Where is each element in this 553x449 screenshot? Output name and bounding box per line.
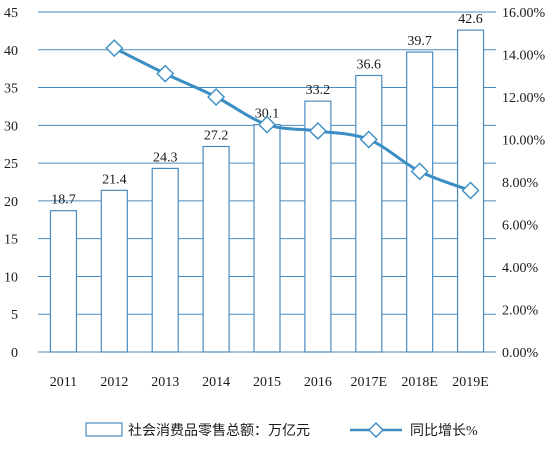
growth-line-series <box>105 39 480 200</box>
bar-data-label: 24.3 <box>153 150 178 165</box>
y-left-tick-label: 30 <box>4 119 18 134</box>
bar-data-label: 21.4 <box>102 172 127 187</box>
y-left-tick-label: 5 <box>11 308 18 323</box>
x-tick-label: 2018E <box>401 375 438 390</box>
y-left-tick-label: 35 <box>4 82 18 97</box>
y-left-tick-label: 0 <box>11 346 18 361</box>
y-right-tick-label: 12.00% <box>502 91 546 106</box>
growth-point-marker <box>410 162 429 181</box>
bar-data-label: 27.2 <box>204 128 229 143</box>
y-right-tick-label: 0.00% <box>502 346 539 361</box>
x-tick-label: 2017E <box>350 375 387 390</box>
legend-line-marker <box>368 422 384 438</box>
bar <box>253 123 281 353</box>
y-right-tick-label: 6.00% <box>502 219 539 234</box>
y-left-tick-label: 15 <box>4 233 18 248</box>
bar-data-labels: 18.7 21.4 24.3 27.2 30.1 33.2 36.6 39.7 42.6 <box>51 12 483 208</box>
left-y-axis: 0 5 10 15 20 25 30 35 40 45 <box>4 6 18 361</box>
y-right-tick-label: 8.00% <box>502 176 539 191</box>
legend-bar-swatch <box>85 422 123 437</box>
x-tick-label: 2014 <box>202 375 230 390</box>
bar-data-label: 33.2 <box>306 83 331 98</box>
bar <box>202 145 230 353</box>
bar <box>304 100 332 353</box>
y-left-tick-label: 25 <box>4 157 18 172</box>
y-right-tick-label: 10.00% <box>502 134 546 149</box>
bar-data-label: 39.7 <box>407 34 432 49</box>
bar <box>100 189 128 353</box>
growth-point-marker <box>461 181 480 200</box>
legend-bar-label: 社会消费品零售总额：万亿元 <box>128 423 310 439</box>
bar <box>355 74 383 353</box>
x-tick-label: 2015 <box>253 375 281 390</box>
y-left-tick-label: 20 <box>4 195 18 210</box>
bar-data-label: 30.1 <box>255 107 280 122</box>
y-right-tick-label: 16.00% <box>502 6 546 21</box>
x-tick-label: 2016 <box>304 375 332 390</box>
y-right-tick-label: 2.00% <box>502 304 539 319</box>
x-tick-label: 2019E <box>452 375 489 390</box>
bar <box>151 167 179 353</box>
growth-point-marker <box>308 122 327 140</box>
growth-point-marker <box>258 115 276 134</box>
x-axis: 2011 2012 2013 2014 2015 2016 2017E 2018E 2019E <box>50 375 489 390</box>
growth-point-marker <box>105 39 124 58</box>
y-left-tick-label: 10 <box>4 270 18 285</box>
growth-point-marker <box>207 88 226 106</box>
legend-line-label: 同比增长% <box>410 423 478 439</box>
bar <box>49 210 78 353</box>
bar-data-label: 18.7 <box>51 193 76 208</box>
y-right-tick-label: 4.00% <box>502 261 539 276</box>
y-left-tick-label: 40 <box>4 44 18 59</box>
y-right-tick-label: 14.00% <box>502 49 546 64</box>
bar <box>406 51 434 353</box>
x-tick-label: 2012 <box>100 375 128 390</box>
growth-point-marker <box>359 130 378 149</box>
legend: 社会消费品零售总额：万亿元 同比增长% <box>85 422 478 439</box>
growth-point-marker <box>156 64 175 83</box>
y-left-tick-label: 45 <box>4 6 18 21</box>
bar-data-label: 36.6 <box>357 57 382 72</box>
x-tick-label: 2011 <box>50 375 77 390</box>
bar-series <box>49 29 485 353</box>
right-y-axis: 0.00% 2.00% 4.00% 6.00% 8.00% 10.00% 12.00% 14.… <box>502 6 546 361</box>
x-tick-label: 2013 <box>151 375 179 390</box>
bar-data-label: 42.6 <box>458 12 483 27</box>
